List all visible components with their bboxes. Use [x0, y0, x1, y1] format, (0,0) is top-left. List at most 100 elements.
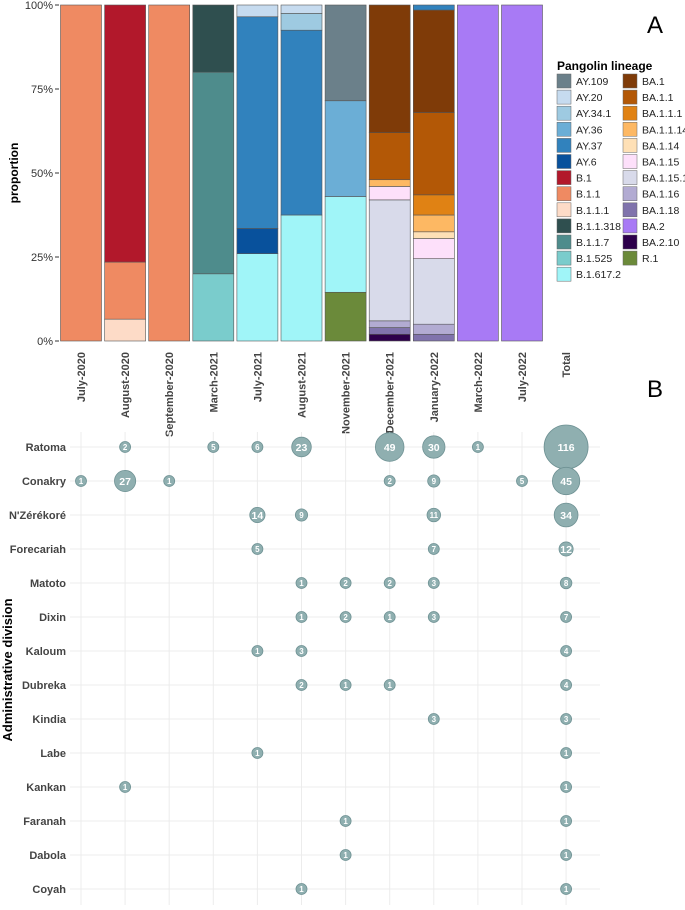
bubble-label-conakry-august-2020: 27 [119, 476, 131, 488]
bubble-kindia-total [560, 713, 572, 725]
bubble-label-conakry-total: 45 [560, 476, 572, 488]
bubble-label-coyah-total: 1 [564, 885, 569, 894]
x-tick-label-total: Total [561, 352, 573, 377]
bubble-conakry-july-2022 [516, 475, 528, 487]
legend-label-ba-1-18: BA.1.18 [642, 205, 680, 217]
bubble-label-kaloum-august-2021: 3 [299, 647, 304, 656]
bar-segment-december-2021-ba-1-1-14 [368, 179, 411, 187]
bar-segment-august-2020-b-1 [104, 4, 146, 263]
bubble-dubreka-august-2021 [295, 679, 308, 691]
y-axis-label: proportion [7, 143, 21, 204]
bubble-n-z-r-kor-total [553, 502, 579, 528]
bubble-ratoma-december-2021 [375, 432, 405, 462]
panel-a-label: A [647, 12, 663, 39]
legend-swatch-b-1-1 [556, 186, 572, 201]
bar-segment-january-2022-ba-1-15-1 [412, 258, 455, 325]
legend-label-b-1-617-2: B.1.617.2 [576, 269, 621, 281]
legend-title: Pangolin lineage [557, 59, 653, 73]
bubble-n-z-r-kor-august-2021 [294, 508, 309, 522]
x-tick-label-september-2020: September-2020 [164, 352, 176, 437]
bubble-kaloum-august-2021 [295, 645, 308, 657]
bubble-conakry-september-2020 [163, 475, 176, 487]
legend-swatch-ba-1 [622, 73, 638, 89]
bar-segment-july-2022-ba-2 [501, 4, 543, 342]
bubble-dubreka-december-2021 [383, 679, 396, 691]
y-tick-label: 50% [31, 168, 53, 180]
legend-label-b-1-1-318: B.1.1.318 [576, 221, 621, 233]
bubble-coyah-august-2021 [295, 883, 308, 895]
bar-segment-january-2022-ba-1-1-14 [412, 214, 455, 233]
bubble-ratoma-august-2021 [291, 436, 312, 458]
legend-swatch-ba-2-10 [622, 234, 638, 250]
bar-segment-march-2021-b-1-525 [192, 273, 235, 342]
bubble-label-ratoma-july-2021: 6 [255, 443, 260, 452]
x-tick-label-march-2022: March-2022 [473, 352, 485, 413]
row-label-conakry: Conakry [22, 476, 67, 488]
bubble-n-z-r-kor-january-2022 [426, 507, 441, 523]
bubble-matoto-total [559, 576, 573, 590]
legend-label-ba-1-1-14: BA.1.1.14 [642, 124, 685, 136]
legend-label-b-1-1: B.1.1 [576, 189, 601, 201]
row-label-dabola: Dabola [29, 850, 67, 862]
legend-label-ba-1-1-1: BA.1.1.1 [642, 108, 682, 120]
row-label-kankan: Kankan [26, 782, 66, 794]
bar-segment-november-2021-b-1-617-2 [324, 196, 367, 293]
legend-label-ay-37: AY.37 [576, 140, 603, 152]
bubble-coyah-total [560, 883, 572, 895]
bubble-ratoma-march-2022 [471, 441, 484, 453]
legend-label-b-1-1-7: B.1.1.7 [576, 237, 609, 249]
bubble-n-z-r-kor-july-2021 [249, 506, 266, 524]
bubble-kaloum-july-2021 [251, 645, 264, 657]
bar-segment-january-2022-ba-1-14 [412, 231, 455, 239]
bubble-kaloum-total [560, 645, 572, 657]
bar-segment-january-2022-ba-1-16 [412, 323, 455, 335]
legend-swatch-ba-1-16 [622, 186, 638, 201]
bubble-label-dixin-january-2022: 3 [432, 613, 437, 622]
bubble-label-ratoma-total: 116 [558, 442, 575, 454]
bubble-label-conakry-july-2020: 1 [79, 477, 84, 486]
legend-swatch-b-1-1-7 [556, 234, 572, 250]
bubble-label-n-z-r-kor-august-2021: 9 [299, 511, 304, 520]
legend-swatch-b-1-617-2 [556, 266, 572, 282]
bubble-labe-total [560, 747, 572, 759]
bubble-matoto-november-2021 [339, 577, 352, 589]
y-tick-label: 75% [31, 84, 53, 96]
row-label-kaloum: Kaloum [26, 646, 67, 658]
bubble-conakry-total [551, 466, 581, 496]
legend-label-r-1: R.1 [642, 253, 659, 265]
legend-label-b-1-525: B.1.525 [576, 253, 612, 265]
bubble-matoto-january-2022 [427, 577, 440, 589]
bubble-label-matoto-december-2021: 2 [387, 579, 392, 588]
x-tick-label-november-2021: November-2021 [341, 352, 353, 434]
bubble-label-dubreka-november-2021: 1 [343, 681, 348, 690]
bubble-label-matoto-august-2021: 1 [299, 579, 304, 588]
legend-swatch-ay-6 [556, 154, 572, 169]
legend-label-ba-1-16: BA.1.16 [642, 189, 680, 201]
bubble-label-forecariah-july-2021: 5 [255, 545, 260, 554]
bubble-label-matoto-total: 8 [564, 579, 569, 588]
x-tick-label-july-2022: July-2022 [517, 352, 529, 402]
bar-segment-july-2021-ay-20 [236, 4, 279, 18]
legend-swatch-ba-2 [622, 218, 638, 234]
bubble-dixin-december-2021 [383, 611, 396, 623]
bar-segment-december-2021-ba-2-10 [368, 333, 411, 342]
bubble-kankan-total [560, 781, 572, 793]
panel-b-label: B [647, 376, 663, 403]
bar-segment-december-2021-ba-1 [368, 4, 411, 133]
bubble-conakry-january-2022 [427, 474, 441, 488]
panel-b-bubble-chart: Ratoma Conakry N'Zérékoré Forecariah Matoto D… [0, 424, 600, 905]
bubble-label-conakry-september-2020: 1 [167, 477, 172, 486]
bubble-label-faranah-total: 1 [564, 817, 569, 826]
legend-label-ba-1: BA.1 [642, 76, 665, 88]
legend-swatch-ba-1-18 [622, 202, 638, 218]
y-tick-label: 25% [31, 252, 53, 264]
legend-swatch-ba-1-15 [622, 154, 638, 169]
bubble-label-labe-july-2021: 1 [255, 749, 260, 758]
legend-label-ay-34-1: AY.34.1 [576, 108, 611, 120]
bubble-dubreka-november-2021 [339, 679, 352, 691]
bubble-label-kankan-total: 1 [564, 783, 569, 792]
bar-segment-august-2021-ay-37 [280, 29, 323, 216]
bubble-forecariah-july-2021 [251, 543, 264, 555]
legend-swatch-ba-1-14 [622, 138, 638, 153]
bar-segment-august-2021-ay-20 [280, 4, 323, 14]
